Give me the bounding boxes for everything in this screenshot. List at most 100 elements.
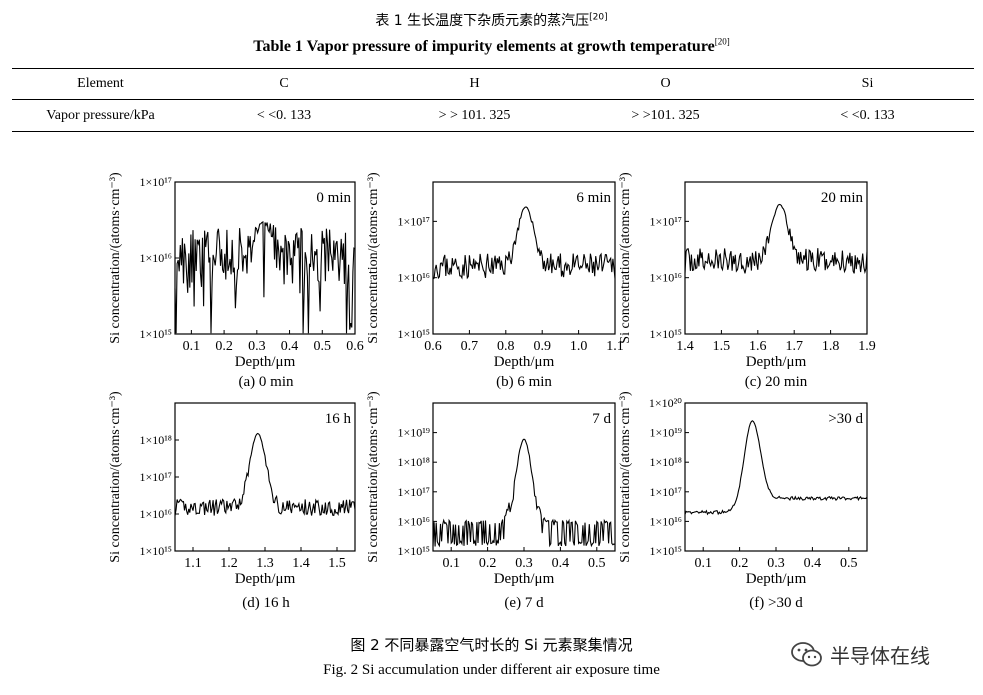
x-axis-label: Depth/μm bbox=[235, 354, 296, 370]
y-tick-label: 1×10¹⁶ bbox=[139, 251, 172, 265]
table-title-cn: 表 1 生长温度下杂质元素的蒸汽压[20] bbox=[375, 12, 608, 29]
profile-line bbox=[174, 220, 356, 334]
chart-d: 1.1 1.2 1.3 1.4 1.5 1×10¹⁵ 1×10¹⁶ 1×10¹⁷ 1×10¹⁸ D… bbox=[108, 391, 356, 587]
x-tick-label: 0.3 bbox=[248, 339, 266, 354]
y-tick-label: 1×10¹⁹ bbox=[649, 426, 682, 440]
table-header-c: C bbox=[189, 68, 379, 100]
wechat-icon bbox=[791, 642, 822, 667]
y-axis-label: Si concentration/(atoms·cm⁻³) bbox=[366, 391, 381, 563]
x-tick-label: 0.6 bbox=[424, 339, 442, 354]
x-tick-label: 1.1 bbox=[606, 339, 624, 354]
figure-caption-en: Fig. 2 Si accumulation under different a… bbox=[323, 662, 660, 678]
x-tick-label: 0.3 bbox=[767, 556, 785, 571]
chart-b: 0.6 0.7 0.8 0.9 1.0 1.1 1×10¹⁵ 1×10¹⁶ 1×10¹⁷ Dept… bbox=[366, 172, 624, 370]
table-cell-h: > > 101. 325 bbox=[379, 99, 570, 132]
chart-a: 0.1 0.2 0.3 0.4 0.5 0.6 1×10¹⁵ 1×10¹⁶ 1×10¹⁷ Dept… bbox=[108, 172, 364, 370]
y-tick-label: 1×10¹⁸ bbox=[397, 455, 430, 469]
panel-title-f: (f) >30 d bbox=[749, 595, 803, 611]
x-tick-label: 0.1 bbox=[694, 556, 712, 571]
x-tick-label: 0.2 bbox=[731, 556, 749, 571]
y-tick-label: 1×10¹⁵ bbox=[139, 327, 172, 341]
y-tick-label: 1×10¹⁷ bbox=[139, 470, 172, 484]
chart-panel-f: 0.1 0.2 0.3 0.4 0.5 1×10¹⁵ 1×10¹⁶ 1×10¹⁷ 1×10¹⁸ 1… bbox=[617, 385, 887, 611]
x-tick-label: 0.1 bbox=[183, 339, 201, 354]
panel-annotation: 6 min bbox=[576, 190, 611, 206]
y-tick-label: 1×10¹⁷ bbox=[397, 485, 430, 499]
profile-line bbox=[432, 438, 616, 548]
x-tick-label: 1.8 bbox=[822, 339, 840, 354]
table-ref-cn: [20] bbox=[589, 12, 608, 23]
x-axis-label: Depth/μm bbox=[746, 354, 807, 370]
chart-panel-c: 1.4 1.5 1.6 1.7 1.8 1.9 1×10¹⁵ 1×10¹⁶ 1×10¹⁷ Dept… bbox=[617, 160, 887, 390]
x-tick-label: 1.6 bbox=[749, 339, 767, 354]
chart-f: 0.1 0.2 0.3 0.4 0.5 1×10¹⁵ 1×10¹⁶ 1×10¹⁷ 1×10¹⁸ 1… bbox=[618, 391, 868, 587]
y-tick-label: 1×10¹⁶ bbox=[649, 271, 682, 285]
vapor-pressure-table: Element C H O Si Vapor pressure/kPa < <0… bbox=[12, 68, 974, 132]
chart-e: 0.1 0.2 0.3 0.4 0.5 1×10¹⁵ 1×10¹⁶ 1×10¹⁷ 1×10¹⁸ 1… bbox=[366, 391, 616, 587]
y-tick-label: 1×10¹⁷ bbox=[397, 214, 430, 228]
x-tick-label: 0.9 bbox=[533, 339, 551, 354]
x-tick-label: 1.5 bbox=[713, 339, 731, 354]
x-tick-label: 0.5 bbox=[314, 339, 332, 354]
y-axis-label: Si concentration/(atoms·cm⁻³) bbox=[108, 391, 123, 563]
y-tick-label: 1×10¹⁵ bbox=[397, 327, 430, 341]
figure-caption-cn: 图 2 不同暴露空气时长的 Si 元素聚集情况 bbox=[350, 636, 633, 654]
x-tick-label: 0.4 bbox=[552, 556, 570, 571]
chart-panel-d: 1.1 1.2 1.3 1.4 1.5 1×10¹⁵ 1×10¹⁶ 1×10¹⁷ 1×10¹⁸ D… bbox=[100, 385, 370, 611]
y-tick-label: 1×10¹⁷ bbox=[139, 175, 172, 189]
chart-c: 1.4 1.5 1.6 1.7 1.8 1.9 1×10¹⁵ 1×10¹⁶ 1×10¹⁷ Dept… bbox=[618, 172, 876, 370]
table-header-row: Element C H O Si bbox=[12, 68, 974, 100]
chart-panel-b: 0.6 0.7 0.8 0.9 1.0 1.1 1×10¹⁵ 1×10¹⁶ 1×10¹⁷ Dept… bbox=[360, 160, 630, 390]
x-tick-label: 0.2 bbox=[479, 556, 497, 571]
y-tick-label: 1×10¹⁶ bbox=[649, 514, 682, 528]
panel-title-a: (a) 0 min bbox=[238, 374, 294, 390]
y-tick-label: 1×10¹⁶ bbox=[397, 271, 430, 285]
y-tick-label: 1×10¹⁹ bbox=[397, 426, 430, 440]
y-tick-label: 1×10¹⁵ bbox=[649, 544, 682, 558]
x-tick-label: 1.2 bbox=[220, 556, 238, 571]
watermark: 半导体在线 bbox=[790, 638, 970, 668]
x-tick-label: 0.5 bbox=[588, 556, 606, 571]
x-tick-label: 0.4 bbox=[804, 556, 822, 571]
table-header-si: Si bbox=[761, 68, 974, 100]
panel-title-b: (b) 6 min bbox=[496, 374, 552, 390]
panel-title-e: (e) 7 d bbox=[504, 595, 544, 611]
y-axis-label: Si concentration/(atoms·cm⁻³) bbox=[618, 172, 633, 344]
panel-annotation: >30 d bbox=[828, 411, 863, 427]
table-cell-o: > >101. 325 bbox=[570, 99, 761, 132]
x-tick-label: 1.7 bbox=[785, 339, 803, 354]
y-axis-label: Si concentration/(atoms·cm⁻³) bbox=[366, 172, 381, 344]
x-tick-label: 1.0 bbox=[570, 339, 588, 354]
x-axis-label: Depth/μm bbox=[235, 571, 296, 587]
table-cell-label: Vapor pressure/kPa bbox=[12, 99, 189, 132]
x-tick-label: 0.5 bbox=[840, 556, 858, 571]
x-tick-label: 0.3 bbox=[515, 556, 533, 571]
table-header-element: Element bbox=[12, 68, 189, 100]
panel-title-c: (c) 20 min bbox=[744, 374, 808, 390]
profile-line bbox=[174, 432, 356, 516]
table-cell-si: < <0. 133 bbox=[761, 99, 974, 132]
panel-annotation: 20 min bbox=[821, 190, 864, 206]
x-tick-label: 1.5 bbox=[328, 556, 346, 571]
table-row: Vapor pressure/kPa < <0. 133 > > 101. 32… bbox=[12, 99, 974, 132]
y-tick-label: 1×10¹⁶ bbox=[397, 514, 430, 528]
profile-line bbox=[432, 206, 616, 280]
x-tick-label: 1.4 bbox=[676, 339, 694, 354]
y-tick-label: 1×10¹⁵ bbox=[649, 327, 682, 341]
y-tick-label: 1×10¹⁷ bbox=[649, 214, 682, 228]
y-tick-label: 1×10¹⁸ bbox=[649, 455, 682, 469]
panel-annotation: 0 min bbox=[316, 190, 351, 206]
panel-title-d: (d) 16 h bbox=[242, 595, 290, 611]
y-tick-label: 1×10²⁰ bbox=[649, 396, 682, 410]
x-tick-label: 0.8 bbox=[497, 339, 515, 354]
panel-annotation: 16 h bbox=[325, 411, 352, 427]
y-axis-label: Si concentration/(atoms·cm⁻³) bbox=[108, 172, 123, 344]
chart-panel-e: 0.1 0.2 0.3 0.4 0.5 1×10¹⁵ 1×10¹⁶ 1×10¹⁷ 1×10¹⁸ 1… bbox=[360, 385, 630, 611]
y-tick-label: 1×10¹⁵ bbox=[139, 544, 172, 558]
panel-annotation: 7 d bbox=[592, 411, 611, 427]
chart-panel-a: 0.1 0.2 0.3 0.4 0.5 0.6 1×10¹⁵ 1×10¹⁶ 1×10¹⁷ Dept… bbox=[100, 160, 370, 390]
x-tick-label: 0.6 bbox=[346, 339, 364, 354]
plot-frame bbox=[432, 181, 616, 335]
x-tick-label: 0.1 bbox=[442, 556, 460, 571]
x-tick-label: 1.1 bbox=[184, 556, 202, 571]
